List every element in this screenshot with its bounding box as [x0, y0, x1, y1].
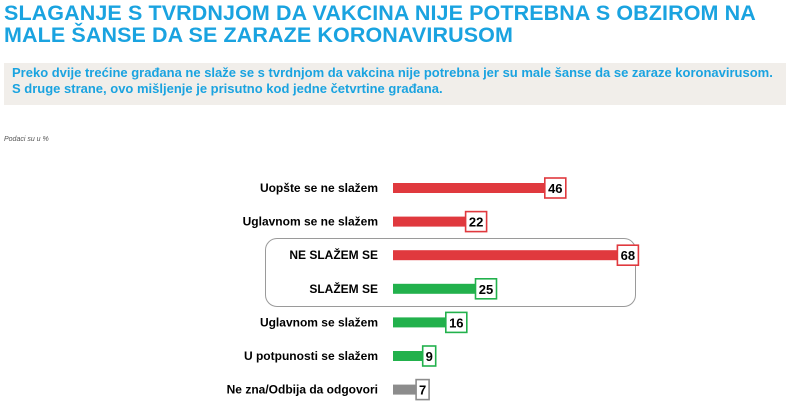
bar-chart: Uopšte se ne slažem 46 Uglavnom se ne slaž…: [227, 177, 640, 401]
bar: [393, 317, 446, 328]
value-label-box: [415, 378, 430, 401]
summary-group-frame: [265, 238, 636, 307]
data-unit-note: Podaci su u %: [4, 136, 49, 143]
value-label: 9: [426, 349, 433, 364]
value-label: 46: [548, 181, 562, 196]
value-label-box: [421, 345, 437, 367]
bar: [393, 183, 545, 193]
category-label: Uopšte se ne slažem: [260, 181, 378, 195]
value-label: 22: [469, 215, 483, 230]
page-title: SLAGANJE S TVRDNJOM DA VAKCINA NIJE POTR…: [4, 1, 756, 47]
value-label: 16: [449, 315, 463, 330]
bar: [393, 351, 423, 361]
subtitle-box: Preko dvije trećine građana ne slaže se …: [4, 63, 786, 105]
bar: [393, 250, 618, 261]
value-label-box: [464, 210, 488, 233]
value-label-box: [543, 177, 567, 199]
value-label-box: [444, 311, 468, 334]
value-label: 25: [479, 282, 493, 297]
value-label: 7: [419, 383, 426, 398]
value-label-box: [616, 244, 640, 266]
category-label: Uglavnom se slažem: [260, 315, 378, 329]
bar: [393, 216, 466, 227]
value-label: 68: [621, 248, 635, 263]
bar: [393, 283, 476, 294]
category-label: U potpunosti se slažem: [244, 349, 378, 363]
value-label-box: [474, 278, 498, 300]
category-label: Ne zna/Odbija da odgovori: [227, 383, 378, 397]
bar: [393, 384, 417, 395]
category-label: NE SLAŽEM SE: [289, 247, 378, 262]
category-label: Uglavnom se ne slažem: [243, 215, 378, 229]
subtitle: Preko dvije trećine građana ne slaže se …: [12, 65, 773, 96]
category-label: SLAŽEM SE: [309, 281, 378, 296]
